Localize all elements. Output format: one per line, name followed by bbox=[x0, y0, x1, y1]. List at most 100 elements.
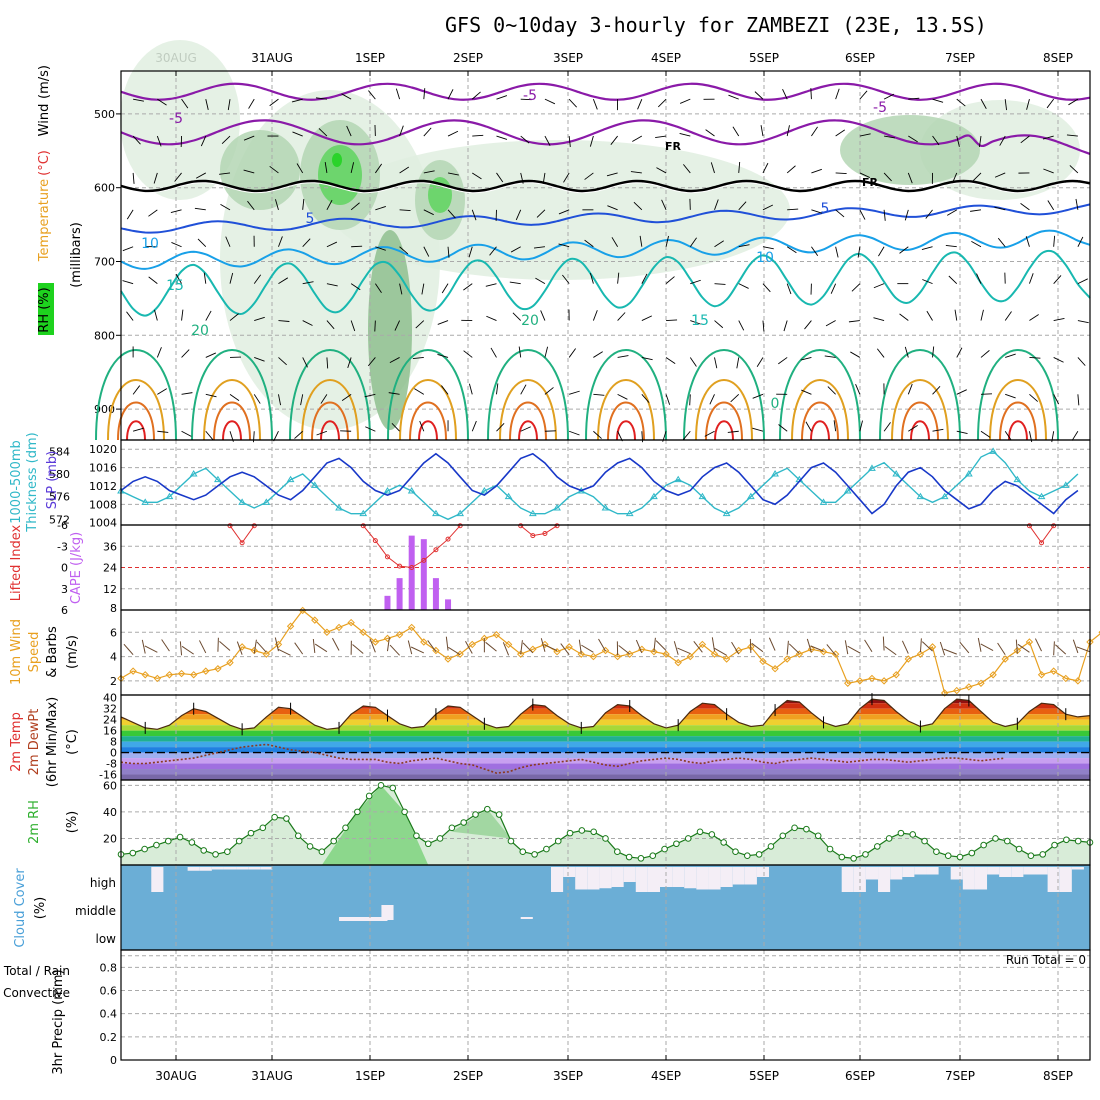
rh-point bbox=[1027, 852, 1035, 860]
temp-tick-label: 40 bbox=[103, 692, 117, 705]
warm-plume-contour bbox=[399, 379, 457, 441]
temp-band bbox=[121, 758, 1090, 764]
upper-wind-barb bbox=[326, 320, 335, 330]
thickness-point bbox=[1037, 492, 1046, 500]
upper-wind-barb bbox=[399, 125, 404, 137]
rh-point bbox=[224, 848, 231, 856]
upper-wind-barb bbox=[633, 201, 643, 211]
li-axis-label: Lifted Index bbox=[9, 524, 24, 601]
thickness-point bbox=[698, 492, 707, 500]
freezing-level-inner bbox=[120, 182, 1091, 194]
precip-tick-label: 0.2 bbox=[100, 1031, 118, 1044]
pressure-tick-label: 700 bbox=[94, 256, 115, 269]
top-date-label: 2SEP bbox=[453, 51, 483, 65]
upper-wind-barb bbox=[326, 199, 333, 211]
upper-wind-barb bbox=[569, 430, 580, 436]
wind10m-label-2: Speed bbox=[27, 632, 42, 673]
upper-wind-barb bbox=[873, 317, 885, 321]
precip-axis-label: 3hr Precip (mm) bbox=[51, 969, 66, 1074]
wind-speed-point bbox=[311, 616, 319, 624]
mid-cloud-gap bbox=[339, 917, 388, 921]
cloud-level-low: low bbox=[96, 932, 117, 946]
wind-label: Wind bbox=[37, 104, 52, 137]
rh-point bbox=[365, 792, 373, 800]
upper-wind-barb bbox=[805, 421, 812, 432]
rh-point bbox=[212, 851, 219, 858]
high-cloud-gap bbox=[744, 867, 757, 885]
high-cloud-gap bbox=[599, 867, 612, 889]
upper-wind-barb bbox=[148, 276, 158, 284]
upper-wind-barb bbox=[617, 355, 629, 358]
wind-tick-label: 6 bbox=[110, 626, 117, 639]
rh-point bbox=[684, 835, 692, 842]
li-point bbox=[360, 523, 366, 529]
li-point bbox=[530, 533, 536, 539]
precip-tick-label: 0.4 bbox=[100, 1008, 118, 1021]
panel-frame bbox=[120, 949, 1091, 1061]
high-cloud-gap bbox=[1011, 867, 1024, 877]
upper-wind-barb bbox=[365, 426, 376, 432]
rh-point bbox=[992, 835, 999, 842]
temp-tick-label: 16 bbox=[103, 725, 117, 738]
isotherm-label: 5 bbox=[306, 211, 315, 227]
upper-wind-barb bbox=[229, 272, 234, 284]
cape-tick-label: 24 bbox=[103, 562, 117, 575]
wind-barb bbox=[448, 646, 461, 656]
wind-speed-point bbox=[674, 658, 682, 667]
upper-wind-barb bbox=[811, 126, 818, 137]
temperature-label: Temperature bbox=[37, 179, 52, 262]
high-cloud-gap bbox=[708, 867, 721, 890]
thickness-point bbox=[674, 475, 683, 483]
upper-wind-barb bbox=[899, 246, 909, 254]
upper-wind-barb bbox=[229, 393, 240, 402]
upper-wind-barb bbox=[639, 235, 643, 247]
wind-speed-point bbox=[662, 650, 670, 658]
mid-cloud-gap bbox=[520, 917, 533, 919]
upper-wind-barb bbox=[515, 209, 522, 221]
wind-barb bbox=[714, 647, 727, 656]
high-cloud-gap bbox=[1023, 867, 1036, 875]
upper-wind-barb bbox=[447, 130, 459, 137]
upper-wind-barb bbox=[641, 356, 653, 361]
li-point bbox=[251, 523, 257, 529]
rh-point bbox=[259, 824, 267, 832]
upper-wind-barb bbox=[447, 246, 450, 258]
wind-barb bbox=[635, 639, 643, 654]
upper-wind-barb bbox=[714, 199, 719, 210]
rh-point bbox=[294, 832, 302, 840]
rh-point bbox=[507, 837, 515, 845]
thickness-point bbox=[359, 509, 368, 517]
upper-wind-barb bbox=[132, 172, 135, 184]
upper-wind-barb bbox=[948, 275, 958, 284]
warm-plume-contour bbox=[311, 401, 349, 441]
wind-speed-point bbox=[698, 640, 707, 649]
li-line bbox=[520, 525, 558, 537]
upper-wind-barb bbox=[399, 246, 409, 255]
upper-wind-barb bbox=[665, 394, 671, 405]
warm-plume-contour bbox=[107, 379, 165, 441]
temp-bands bbox=[121, 699, 1090, 780]
warm-plume-contour bbox=[879, 349, 961, 441]
wind-barb bbox=[578, 639, 582, 654]
wind-speed-point bbox=[129, 667, 137, 675]
warm-plume-contour bbox=[509, 401, 547, 441]
warm-plume-contour bbox=[289, 349, 371, 441]
rh-point bbox=[720, 839, 727, 846]
rh-legend-swatch bbox=[38, 283, 54, 335]
thickness-point bbox=[456, 509, 465, 517]
high-cloud-gap bbox=[987, 867, 1000, 875]
upper-wind-barb bbox=[558, 209, 570, 215]
wind-barb bbox=[768, 637, 776, 651]
wind-speed-point bbox=[856, 677, 864, 685]
upper-wind-barb bbox=[857, 246, 861, 258]
panel-frame bbox=[120, 609, 1091, 696]
thickness-point bbox=[553, 504, 561, 511]
wind-barb bbox=[844, 640, 849, 655]
precip-tick-label: 0.8 bbox=[100, 961, 118, 974]
rh-point bbox=[164, 837, 172, 845]
upper-wind-barb bbox=[1047, 200, 1055, 211]
upper-wind-barb bbox=[423, 127, 432, 137]
wind10m-unit-label: (m/s) bbox=[65, 635, 80, 669]
wind-speed-point bbox=[880, 677, 888, 685]
